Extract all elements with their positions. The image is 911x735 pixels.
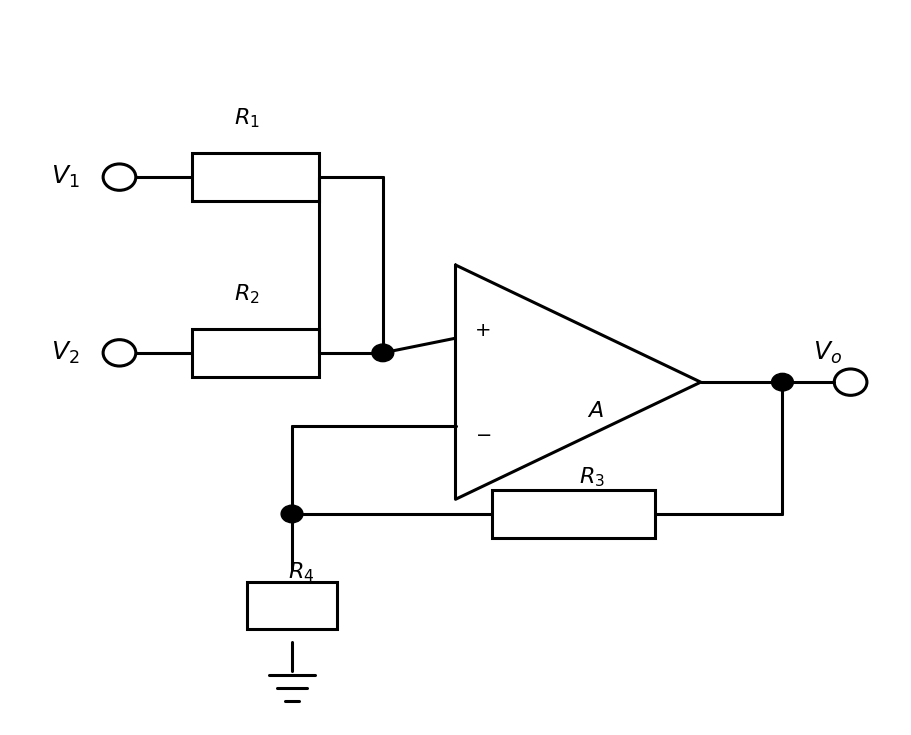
Bar	[247, 581, 337, 629]
Text: $R_1$: $R_1$	[234, 107, 260, 130]
Text: +: +	[475, 321, 491, 340]
Circle shape	[281, 505, 303, 523]
Bar	[192, 329, 319, 376]
Text: $R_3$: $R_3$	[578, 465, 605, 489]
Circle shape	[372, 344, 394, 362]
Text: $R_2$: $R_2$	[234, 282, 260, 306]
Bar	[492, 490, 655, 538]
Text: $V_2$: $V_2$	[51, 340, 79, 366]
Bar	[192, 154, 319, 201]
Text: $R_4$: $R_4$	[288, 561, 314, 584]
Text: $V_1$: $V_1$	[51, 164, 79, 190]
Text: $V_o$: $V_o$	[814, 340, 843, 366]
Circle shape	[772, 373, 793, 391]
Text: $-$: $-$	[475, 424, 491, 443]
Text: A: A	[589, 401, 604, 421]
